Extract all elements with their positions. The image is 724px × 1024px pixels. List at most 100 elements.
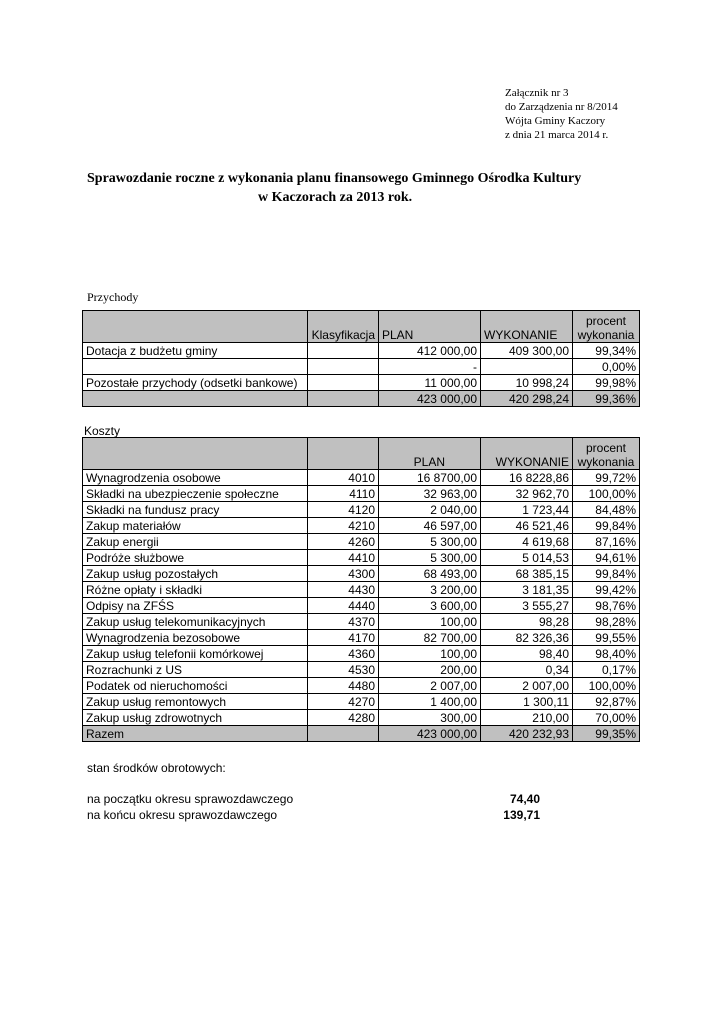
row: Zakup usług remontowych 4270 1 400,00 1 300… (82, 693, 640, 710)
cell: 3 600,00 (378, 597, 481, 614)
cell: 87,16% (572, 533, 640, 550)
header-line: Załącznik nr 3 (505, 87, 569, 99)
header-cell: procent wykonania (572, 437, 640, 470)
cell: 46 521,46 (480, 517, 573, 534)
cell: Zakup usług pozostałych (82, 565, 308, 582)
header-line: z dnia 21 marca 2014 r. (505, 129, 609, 141)
cell: 3 555,27 (480, 597, 573, 614)
row: Zakup materiałów 4210 46 597,00 46 521,46 99… (82, 517, 640, 534)
total-row: Razem 423 000,00 420 232,93 99,35% (82, 725, 640, 742)
cell: 82 700,00 (378, 629, 481, 646)
funds-value: 74,40 (509, 792, 540, 806)
header-cell: PLAN (378, 310, 481, 343)
cell: 100,00% (572, 485, 640, 502)
cell: 5 300,00 (378, 549, 481, 566)
cell: Zakup materiałów (82, 517, 308, 534)
row: Wynagrodzenia osobowe 4010 16 8700,00 16 82… (82, 469, 640, 486)
cell: Odpisy na ZFŚS (82, 597, 308, 614)
cell: 16 8700,00 (378, 469, 481, 486)
cell: 4300 (307, 565, 379, 582)
header-cell: Klasyfikacja (307, 310, 379, 343)
cell: 412 000,00 (378, 342, 481, 359)
cell: 0,34 (480, 661, 573, 678)
total-row: 423 000,00 420 298,24 99,36% (82, 390, 640, 407)
row: Składki na fundusz pracy 4120 2 040,00 1 72… (82, 501, 640, 518)
row: Zakup usług pozostałych 4300 68 493,00 68 3… (82, 565, 640, 582)
cell: 100,00 (378, 645, 481, 662)
section-label: Przychody (87, 290, 139, 304)
cell: Składki na ubezpieczenie społeczne (82, 485, 308, 502)
row: Różne opłaty i składki 4430 3 200,00 3 181,… (82, 581, 640, 598)
cell: Wynagrodzenia osobowe (82, 469, 308, 486)
cell: 1 723,44 (480, 501, 573, 518)
cell: 68 493,00 (378, 565, 481, 582)
cell: 4 619,68 (480, 533, 573, 550)
costs-table: PLAN WYKONANIE procent wykonania Wynagrodze… (82, 437, 640, 742)
cell: 300,00 (378, 709, 481, 726)
cell: Pozostałe przychody (odsetki bankowe) (82, 374, 308, 391)
cell: 1 400,00 (378, 693, 481, 710)
funds-label: na początku okresu sprawozdawczego (87, 792, 294, 806)
cell: 99,98% (572, 374, 640, 391)
cell: 4370 (307, 613, 379, 630)
row: Podatek od nieruchomości 4480 2 007,00 2 00… (82, 677, 640, 694)
cell: 16 8228,86 (480, 469, 573, 486)
cell: 98,76% (572, 597, 640, 614)
header-row: PLAN WYKONANIE procent wykonania (82, 437, 640, 470)
cell: 99,34% (572, 342, 640, 359)
cell (82, 390, 308, 407)
row: Pozostałe przychody (odsetki bankowe) 11 … (82, 374, 640, 391)
cell: 0,17% (572, 661, 640, 678)
cell (307, 390, 379, 407)
cell: 100,00% (572, 677, 640, 694)
cell: Zakup usług zdrowotnych (82, 709, 308, 726)
cell: 1 300,11 (480, 693, 573, 710)
cell: 4270 (307, 693, 379, 710)
header-cell: procent wykonania (572, 310, 640, 343)
cell: Zakup usług telekomunikacyjnych (82, 613, 308, 630)
title: w Kaczorach za 2013 rok. (258, 190, 413, 205)
row: Rozrachunki z US 4530 200,00 0,34 0,17% (82, 661, 640, 678)
cell: 84,48% (572, 501, 640, 518)
cell: 99,84% (572, 517, 640, 534)
row: Wynagrodzenia bezosobowe 4170 82 700,00 82 … (82, 629, 640, 646)
cell: 99,42% (572, 581, 640, 598)
cell: Zakup energii (82, 533, 308, 550)
header-cell (82, 437, 308, 470)
cell: 98,28% (572, 613, 640, 630)
row: Zakup energii 4260 5 300,00 4 619,68 87,16% (82, 533, 640, 550)
cell: 4440 (307, 597, 379, 614)
cell: 32 962,70 (480, 485, 573, 502)
cell: 4360 (307, 645, 379, 662)
title: Sprawozdanie roczne z wykonania planu fi… (87, 171, 582, 186)
header-line: Wójta Gminy Kaczory (505, 115, 606, 127)
cell: 4210 (307, 517, 379, 534)
cell: 423 000,00 (378, 390, 481, 407)
cell: 423 000,00 (378, 725, 481, 742)
cell: 3 181,35 (480, 581, 573, 598)
cell: 4530 (307, 661, 379, 678)
cell: Różne opłaty i składki (82, 581, 308, 598)
cell: 68 385,15 (480, 565, 573, 582)
cell: - (378, 358, 481, 375)
row: - 0,00% (82, 358, 640, 375)
cell: Składki na fundusz pracy (82, 501, 308, 518)
cell: Podatek od nieruchomości (82, 677, 308, 694)
cell: 3 200,00 (378, 581, 481, 598)
cell: 92,87% (572, 693, 640, 710)
header-cell: WYKONANIE (480, 310, 573, 343)
cell: Podróże służbowe (82, 549, 308, 566)
cell: Rozrachunki z US (82, 661, 308, 678)
cell (307, 358, 379, 375)
row: Dotacja z budżetu gminy 412 000,00 409 300… (82, 342, 640, 359)
header-cell (82, 310, 308, 343)
cell: 32 963,00 (378, 485, 481, 502)
cell: 98,40% (572, 645, 640, 662)
cell: 99,84% (572, 565, 640, 582)
cell: Zakup usług telefonii komórkowej (82, 645, 308, 662)
cell: 4410 (307, 549, 379, 566)
cell: 4110 (307, 485, 379, 502)
row: Składki na ubezpieczenie społeczne 4110 32… (82, 485, 640, 502)
cell: 2 007,00 (378, 677, 481, 694)
